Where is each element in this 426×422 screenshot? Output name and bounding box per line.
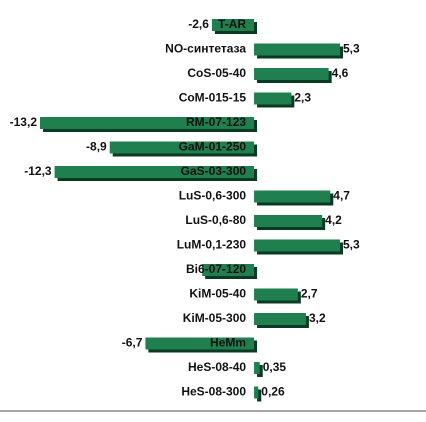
bar <box>254 43 340 56</box>
bar <box>254 386 259 399</box>
category-label: GaS-03-300 <box>181 164 247 178</box>
category-label: NO-синтетаза <box>165 42 246 56</box>
category-label: GaM-01-250 <box>179 140 247 154</box>
bar <box>254 362 260 374</box>
value-label: 5,3 <box>343 42 360 56</box>
value-label: 2,7 <box>301 287 318 301</box>
category-label: RM-07-123 <box>186 115 246 129</box>
value-label: -8,9 <box>86 140 107 154</box>
category-label: HeS-08-300 <box>181 385 246 399</box>
bar <box>254 215 323 227</box>
bar <box>254 239 340 252</box>
bar <box>145 337 255 350</box>
category-label: KiM-05-40 <box>189 287 246 301</box>
value-label: 4,2 <box>325 213 342 227</box>
value-label: -12,3 <box>24 164 52 178</box>
category-label: LuS-0,6-300 <box>179 189 247 203</box>
bar <box>254 190 331 203</box>
category-label: HeMm <box>210 336 246 350</box>
category-label: HeS-08-40 <box>188 360 246 374</box>
bar <box>254 92 292 105</box>
bar <box>109 141 255 154</box>
category-label: T-AR <box>218 17 246 31</box>
value-label: 4,6 <box>332 66 349 80</box>
category-label: KiM-05-300 <box>183 311 247 325</box>
value-label: 5,3 <box>343 238 360 252</box>
category-label: LuM-0,1-230 <box>177 238 247 252</box>
bar-shadow <box>257 389 262 402</box>
category-label: LuS-0,6-80 <box>185 213 246 227</box>
bar-shadow <box>257 365 263 377</box>
category-label: CoM-015-15 <box>179 91 247 105</box>
value-label: 0,26 <box>261 385 285 399</box>
value-label: -6,7 <box>122 336 143 350</box>
bar <box>254 288 298 301</box>
category-label: Bi6-07-120 <box>186 262 246 276</box>
bar <box>54 166 255 178</box>
category-label: CoS-05-40 <box>187 66 246 80</box>
bar <box>40 117 255 129</box>
value-label: 3,2 <box>309 311 326 325</box>
bar <box>211 19 255 31</box>
bar <box>202 264 255 276</box>
value-label: 4,7 <box>333 189 350 203</box>
bar <box>254 313 306 325</box>
value-label: 2,3 <box>294 91 311 105</box>
value-label: -2,6 <box>188 17 209 31</box>
bar <box>254 68 329 80</box>
value-label: -13,2 <box>10 115 38 129</box>
value-label: 0,35 <box>263 360 287 374</box>
